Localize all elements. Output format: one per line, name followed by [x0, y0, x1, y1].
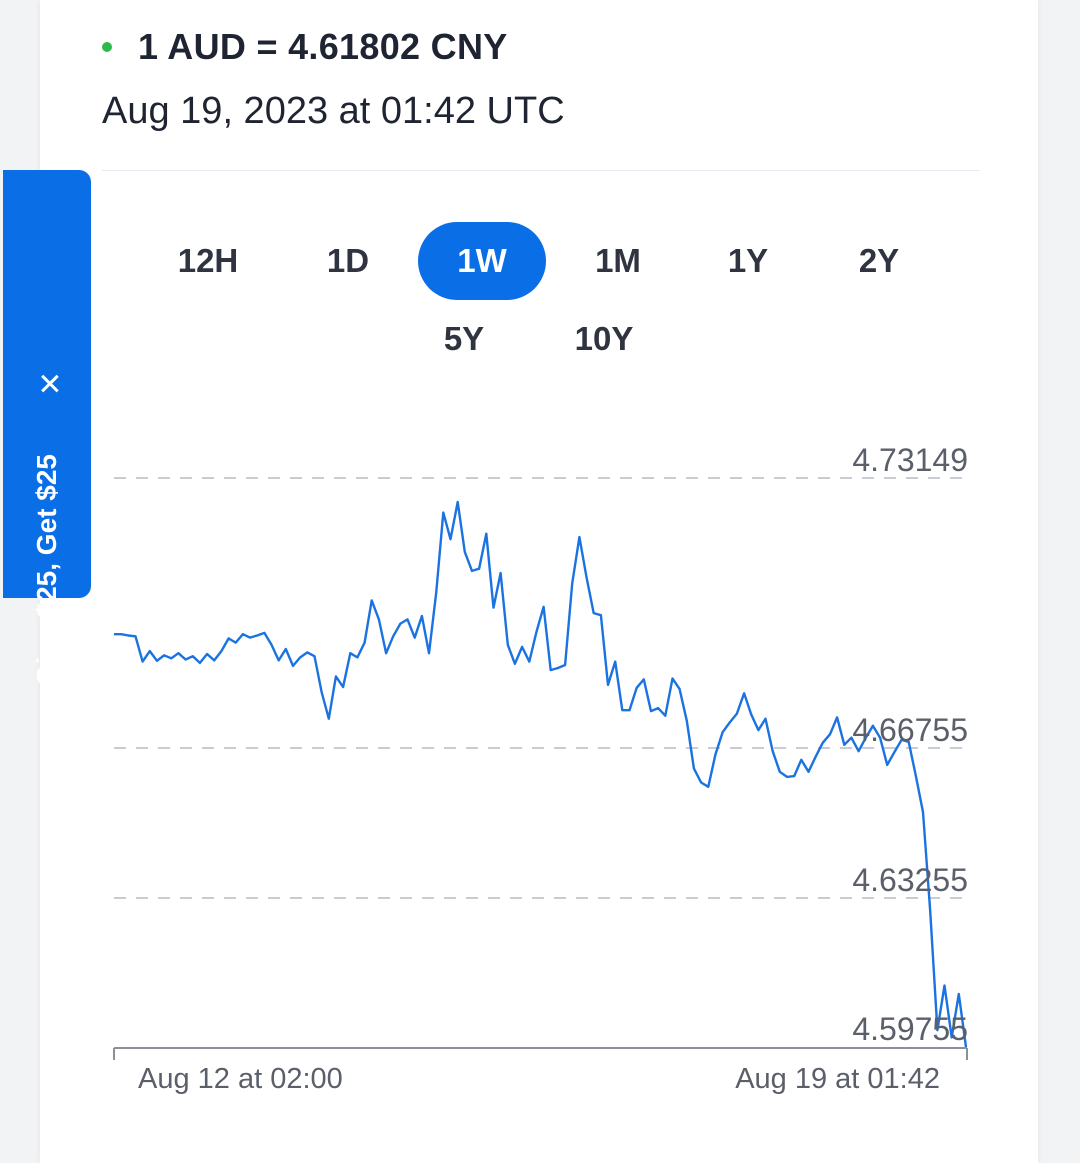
exchange-rate: 1 AUD = 4.61802 CNY	[138, 26, 508, 67]
rate-header: 1 AUD = 4.61802 CNY	[102, 22, 508, 72]
y-tick-label: 4.66755	[852, 712, 968, 748]
referral-promo-tab[interactable]: ✕ Give $25, Get $25	[3, 170, 91, 686]
rate-card	[40, 0, 1038, 1163]
live-status-dot-icon	[102, 42, 112, 52]
series-line	[114, 500, 968, 1048]
range-button-12h[interactable]: 12H	[177, 242, 239, 279]
range-button-1w[interactable]: 1W	[418, 222, 546, 300]
range-button-5y[interactable]: 5Y	[443, 320, 485, 357]
y-tick-label: 4.59755	[852, 1011, 968, 1047]
range-button-1d[interactable]: 1D	[326, 242, 370, 279]
range-button-2y[interactable]: 2Y	[858, 242, 900, 279]
range-button-1m[interactable]: 1M	[595, 242, 641, 279]
range-button-10y[interactable]: 10Y	[574, 320, 634, 357]
x-axis-label-end: Aug 19 at 01:42	[735, 1063, 940, 1095]
rate-timestamp: Aug 19, 2023 at 01:42 UTC	[102, 90, 565, 132]
referral-promo-label: Give $25, Get $25	[31, 454, 62, 686]
y-tick-label: 4.63255	[852, 862, 968, 898]
x-axis-label-start: Aug 12 at 02:00	[138, 1063, 343, 1095]
y-tick-label: 4.73149	[852, 442, 968, 478]
range-button-1y[interactable]: 1Y	[727, 242, 769, 279]
close-icon[interactable]: ✕	[32, 371, 65, 397]
divider	[102, 170, 980, 171]
